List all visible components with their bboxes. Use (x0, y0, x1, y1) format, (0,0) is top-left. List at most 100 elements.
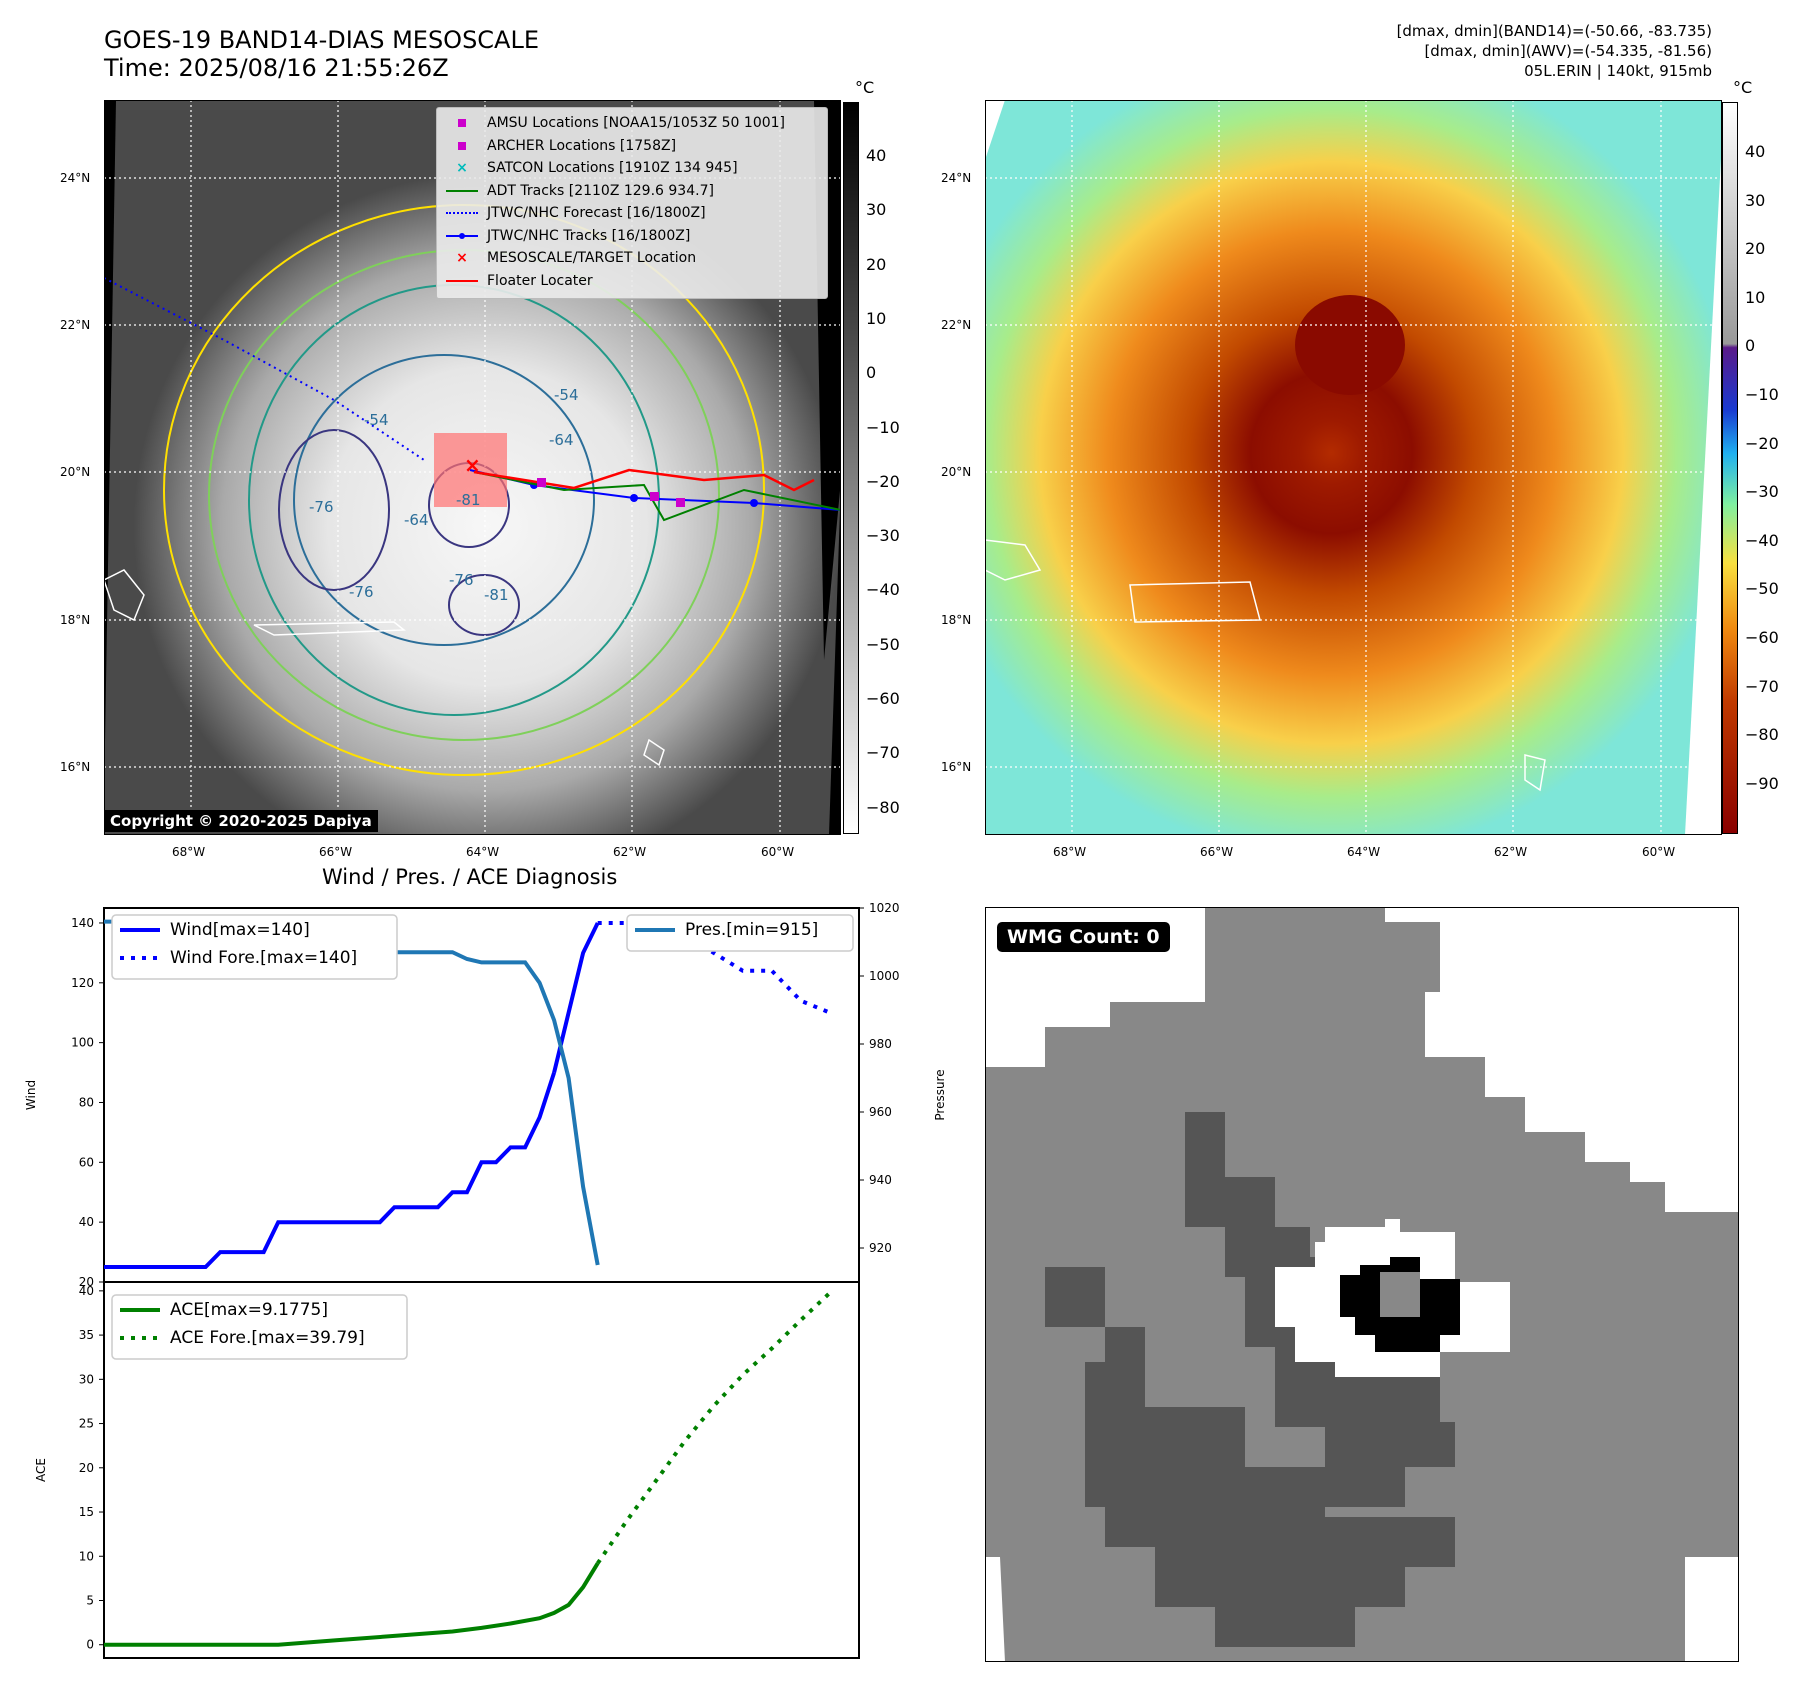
legend-label: JTWC/NHC Tracks [16/1800Z] (487, 227, 691, 244)
legend-label: MESOSCALE/TARGET Location (487, 250, 697, 267)
colorbar-tick: −30 (1745, 482, 1779, 502)
y-axis-label: Wind (24, 1080, 38, 1110)
info-line-1: [dmax, dmin](BAND14)=(-50.66, -83.735) (1396, 22, 1712, 40)
lon-label: 62°W (1494, 845, 1528, 859)
y-axis-label: ACE (34, 1458, 48, 1482)
coastline-guadeloupe (1524, 754, 1546, 792)
legend-entry: × MESOSCALE/TARGET Location (443, 247, 821, 270)
lon-label: 60°W (761, 845, 795, 859)
legend-label: ARCHER Locations [1758Z] (487, 137, 677, 154)
lat-label: 16°N (941, 760, 972, 774)
legend-entry: ARCHER Locations [1758Z] (443, 135, 821, 158)
y-tick-label: 80 (79, 1095, 94, 1109)
lat-label: 24°N (60, 171, 91, 185)
lon-label: 60°W (1642, 845, 1676, 859)
lat-label: 22°N (941, 318, 972, 332)
legend-label: ACE[max=9.1775] (170, 1300, 328, 1320)
legend-swatch (443, 138, 481, 154)
forecast-track (104, 277, 425, 461)
colorbar-tick: −80 (866, 797, 900, 817)
legend-label: Floater Locater (487, 272, 593, 289)
colorbar-tick: −50 (1745, 579, 1779, 599)
colorbar-tick: −20 (1745, 433, 1779, 453)
colorbar-tick: 10 (866, 308, 887, 328)
archer-markers (537, 478, 685, 507)
lon-label: 64°W (1347, 845, 1381, 859)
lon-label: 66°W (319, 845, 353, 859)
legend-swatch (443, 273, 481, 289)
colorbar-tick: 30 (1745, 190, 1766, 210)
y-right-axis-label: Pressure (933, 1069, 947, 1120)
y-tick-label: 15 (79, 1505, 94, 1519)
series-line (104, 1562, 600, 1647)
legend-entry: JTWC/NHC Tracks [16/1800Z] (443, 225, 821, 248)
chart-legend-box (111, 914, 398, 980)
adt-track (473, 471, 841, 522)
wmg-count-badge: WMG Count: 0 (997, 922, 1170, 952)
chart-legend-box (111, 1294, 408, 1360)
legend-label: Wind Fore.[max=140] (170, 948, 357, 968)
lat-label: 18°N (60, 613, 91, 627)
lat-label: 24°N (941, 171, 972, 185)
legend-entry: ADT Tracks [2110Z 129.6 934.7] (443, 180, 821, 203)
legend-label: AMSU Locations [NOAA15/1053Z 50 1001] (487, 115, 786, 132)
colorbar-tick: 40 (866, 146, 887, 165)
legend-swatch: × (456, 250, 468, 267)
colorbar-tick: −70 (1745, 676, 1779, 696)
legend-label: Wind[max=140] (170, 920, 310, 940)
series-line (597, 921, 831, 1015)
lat-label: 20°N (941, 465, 972, 479)
colorbar-grayscale (843, 102, 859, 834)
colorbar-tick: −40 (866, 580, 900, 600)
legend-label: SATCON Locations [1910Z 134 945] (487, 160, 738, 177)
lat-label: 18°N (941, 613, 972, 627)
colorbar-tick: −90 (1745, 773, 1779, 793)
y-tick-label: 20 (79, 1275, 94, 1289)
series-line (596, 1291, 832, 1565)
coastline-puerto-rico (1129, 581, 1261, 623)
colorbar-tick: −10 (866, 417, 900, 437)
y-right-tick-label: 1020 (869, 901, 900, 915)
contour-label: -81 (484, 586, 509, 604)
lon-label: 68°W (172, 845, 206, 859)
lat-label: 20°N (60, 465, 91, 479)
y-right-tick-label: 960 (869, 1105, 892, 1119)
y-right-tick-label: 1000 (869, 969, 900, 983)
y-tick-label: 120 (71, 976, 94, 990)
y-right-tick-label: 940 (869, 1173, 892, 1187)
y-tick-label: 140 (71, 916, 94, 930)
colorbar-tick: −50 (866, 634, 900, 654)
legend-entry: JTWC/NHC Forecast [16/1800Z] (443, 202, 821, 225)
contour-label: -64 (549, 431, 574, 449)
legend-label: ADT Tracks [2110Z 129.6 934.7] (487, 182, 714, 199)
y-tick-label: 35 (79, 1328, 94, 1342)
legend-swatch (443, 205, 481, 221)
colorbar-tick: −80 (1745, 725, 1779, 745)
map2-eyewall (1295, 295, 1405, 395)
info-line-3: 05L.ERIN | 140kt, 915mb (1524, 62, 1712, 80)
colorbar-tick: 10 (1745, 287, 1766, 307)
map1-legend: AMSU Locations [NOAA15/1053Z 50 1001] ARC… (436, 107, 828, 299)
contour-blue (293, 354, 595, 646)
colorbar-tick: −60 (1745, 628, 1779, 647)
y-tick-label: 10 (79, 1549, 94, 1563)
legend-label: Pres.[min=915] (685, 920, 818, 940)
y-tick-label: 20 (79, 1461, 94, 1475)
coastline-guadeloupe (643, 738, 665, 767)
colorbar-tick: −10 (1745, 385, 1779, 404)
colorbar-tick: −60 (866, 689, 900, 708)
y-tick-label: 5 (86, 1593, 94, 1607)
contour-label: -76 (309, 498, 334, 516)
map1-contours (163, 204, 765, 776)
ir-map-2 (985, 100, 1722, 835)
coastline-puerto-rico (253, 621, 407, 636)
floater-locater (473, 468, 815, 492)
colorbar-tick: 30 (866, 200, 887, 220)
y-right-tick-label: 920 (869, 1241, 892, 1255)
contour-label: -54 (364, 411, 389, 429)
chart-title: Wind / Pres. / ACE Diagnosis (322, 865, 618, 889)
contour-indigo-2 (448, 574, 520, 636)
legend-label: ACE Fore.[max=39.79] (170, 1328, 365, 1348)
contour-label: -81 (456, 491, 481, 509)
legend-label: JTWC/NHC Forecast [16/1800Z] (487, 205, 706, 222)
